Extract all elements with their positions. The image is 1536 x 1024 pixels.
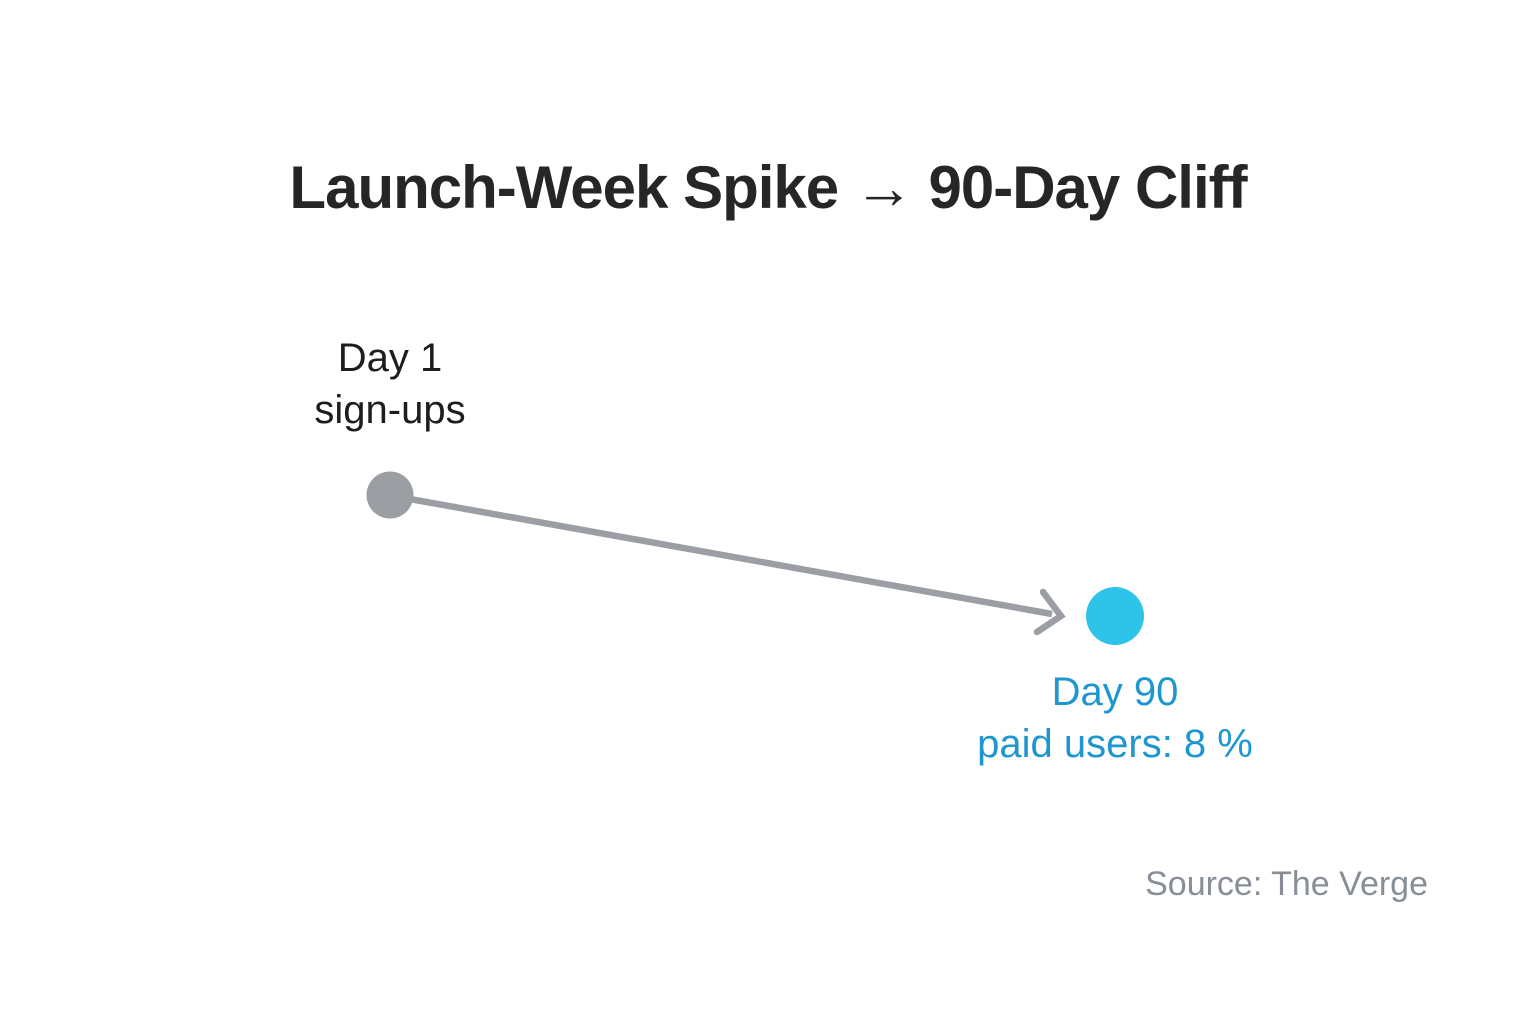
source-attribution: Source: The Verge (1145, 865, 1428, 903)
start-node-label-line1: Day 1 (337, 336, 443, 380)
end-node-dot (1086, 587, 1144, 645)
arrow-shaft (392, 492, 1053, 618)
end-node-label-line1: Day 90 (1051, 670, 1179, 714)
page-title: Launch-Week Spike → 90-Day Cliff (289, 154, 1247, 221)
end-node-label: Day 90 paid users: 8 % (977, 666, 1253, 770)
start-node-label: Day 1 sign-ups (314, 332, 465, 436)
start-node-label-line2: sign-ups (314, 388, 466, 432)
start-node-dot (366, 471, 414, 519)
arrowhead-icon (1033, 588, 1066, 636)
end-node-label-line2: paid users: 8 % (977, 722, 1253, 766)
